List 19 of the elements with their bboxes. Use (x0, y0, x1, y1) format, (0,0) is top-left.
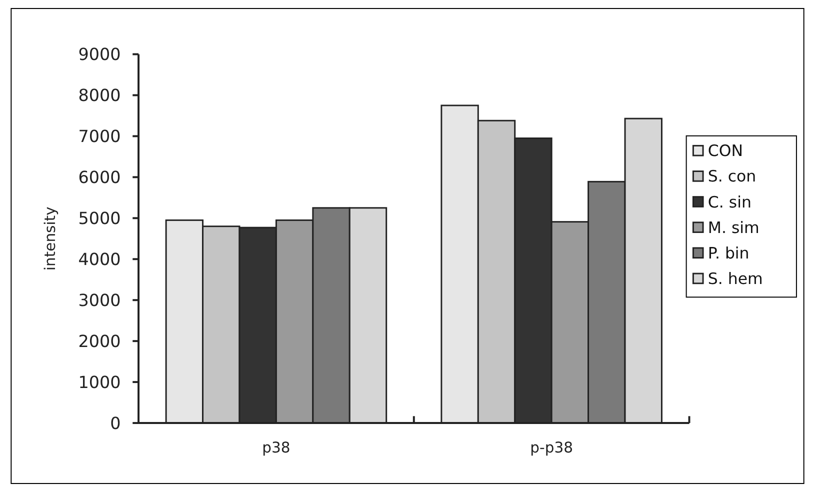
y-tick-label: 2000 (78, 330, 121, 351)
y-tick-label: 9000 (78, 44, 121, 64)
y-tick-label: 4000 (78, 248, 121, 269)
y-tick-label: 6000 (78, 167, 121, 188)
legend-label: P. bin (708, 243, 750, 262)
x-tick-label: p-p38 (530, 440, 573, 457)
legend-label: S. con (708, 166, 756, 186)
y-tick-label: 0 (110, 412, 121, 433)
y-tick-label: 1000 (78, 372, 121, 392)
y-axis-title: intensity (42, 206, 59, 271)
y-tick-label: 5000 (78, 208, 121, 228)
y-tick-label: 7000 (78, 126, 121, 146)
legend-label: M. sim (708, 218, 760, 237)
x-tick-label: p38 (262, 440, 290, 457)
legend-label: C. sin (708, 192, 752, 212)
legend-label: S. hem (708, 268, 763, 288)
y-tick-label: 3000 (78, 290, 121, 310)
legend-label: CON (708, 141, 744, 160)
y-tick-label: 8000 (78, 85, 121, 106)
